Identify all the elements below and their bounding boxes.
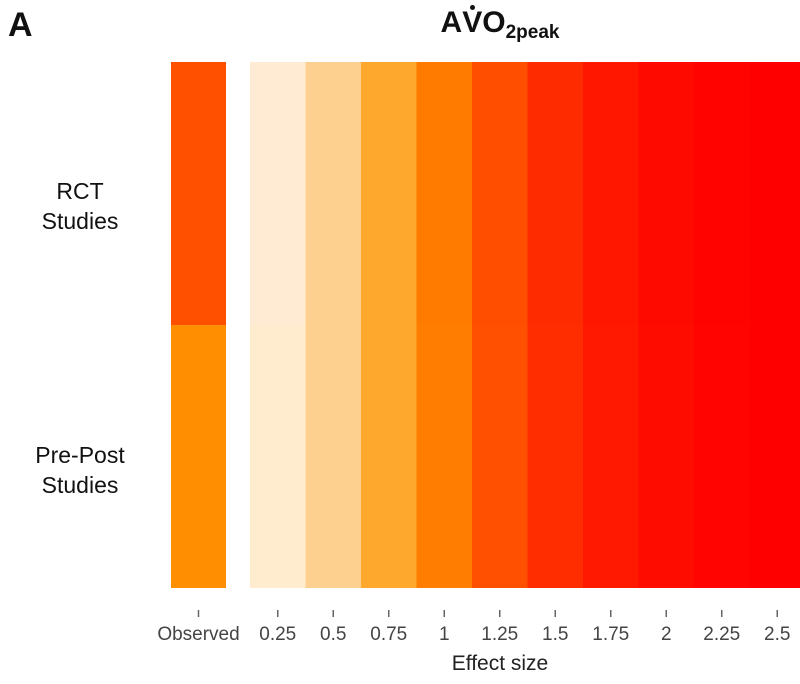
x-tick-label: Observed xyxy=(157,624,239,645)
heat-cell-r1-c8 xyxy=(638,325,695,588)
heat-cell-r0-c6 xyxy=(527,62,584,325)
x-tick-label: 1.25 xyxy=(481,624,518,645)
heat-cell-r1-c6 xyxy=(527,325,584,588)
x-tick-label: 1 xyxy=(439,624,450,645)
heat-cell-r1-c4 xyxy=(416,325,473,588)
row-label-pre-post: Pre-Post Studies xyxy=(35,442,125,498)
chart-title: AVO2peak xyxy=(440,5,560,43)
heat-cell-r0-c5 xyxy=(472,62,528,325)
heat-cell-r0-c10 xyxy=(749,62,800,325)
heat-cell-r1-c9 xyxy=(694,325,750,588)
x-tick-label: 1.5 xyxy=(542,624,568,645)
x-tick-label: 0.5 xyxy=(320,624,346,645)
x-tick-label: 1.75 xyxy=(592,624,629,645)
heat-cell-r1-c5 xyxy=(472,325,528,588)
x-tick-label: 0.75 xyxy=(370,624,407,645)
x-tick-label: 0.25 xyxy=(259,624,296,645)
heat-cell-r0-c3 xyxy=(361,62,417,325)
heat-cell-r0-c8 xyxy=(638,62,695,325)
heat-cell-r0-c2 xyxy=(305,62,362,325)
heat-cell-r0-c0 xyxy=(171,62,226,325)
heat-cell-r1-c3 xyxy=(361,325,417,588)
row-label-rct: RCT Studies xyxy=(41,178,119,234)
x-axis-label: Effect size xyxy=(451,652,549,675)
heat-cell-r1-c10 xyxy=(749,325,800,588)
heat-cell-r0-c7 xyxy=(583,62,639,325)
heat-cell-r0-c1 xyxy=(250,62,306,325)
heat-cell-r1-c1 xyxy=(250,325,306,588)
x-tick-label: 2.25 xyxy=(703,624,740,645)
x-tick-label: 2 xyxy=(661,624,672,645)
heat-cell-r0-c9 xyxy=(694,62,750,325)
heat-cell-r1-c2 xyxy=(305,325,362,588)
x-tick-label: 2.5 xyxy=(764,624,790,645)
panel-label: A xyxy=(8,6,33,44)
heat-cell-r1-c7 xyxy=(583,325,639,588)
heat-cell-r0-c4 xyxy=(416,62,473,325)
heat-cell-r1-c0 xyxy=(171,325,226,588)
